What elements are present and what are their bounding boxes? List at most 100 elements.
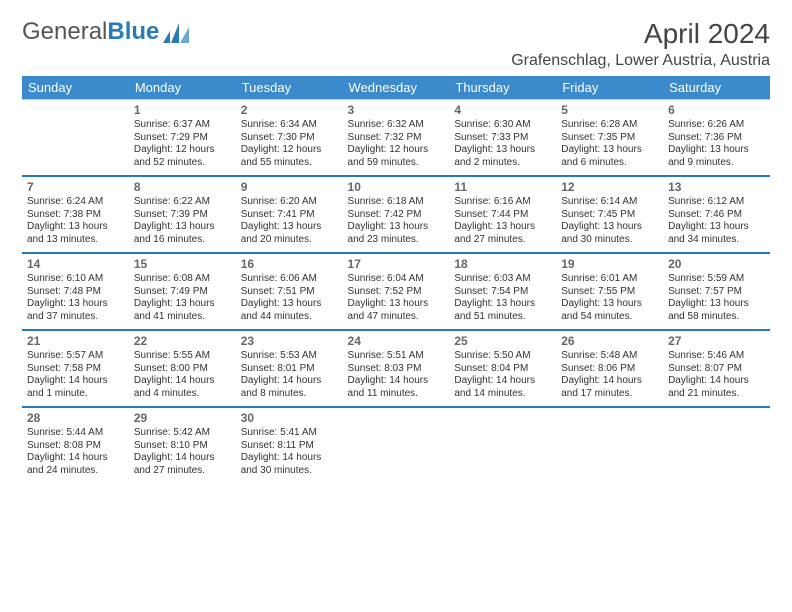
sunrise-line: Sunrise: 6:28 AM <box>561 119 658 132</box>
calendar-cell: 6Sunrise: 6:26 AMSunset: 7:36 PMDaylight… <box>663 100 770 177</box>
sunset-line: Sunset: 7:46 PM <box>668 209 765 222</box>
sunrise-line: Sunrise: 6:22 AM <box>134 196 231 209</box>
calendar-cell <box>22 100 129 177</box>
daylight-line: Daylight: 13 hours <box>134 221 231 234</box>
sunset-line: Sunset: 7:55 PM <box>561 286 658 299</box>
sunrise-line: Sunrise: 6:30 AM <box>454 119 551 132</box>
dayhead-tue: Tuesday <box>236 76 343 100</box>
sunset-line: Sunset: 8:08 PM <box>27 440 124 453</box>
sunset-line: Sunset: 7:32 PM <box>348 132 445 145</box>
sunset-line: Sunset: 7:48 PM <box>27 286 124 299</box>
day-number: 13 <box>668 180 765 195</box>
sunset-line: Sunset: 8:07 PM <box>668 363 765 376</box>
daylight-line: Daylight: 14 hours <box>27 375 124 388</box>
calendar-cell: 23Sunrise: 5:53 AMSunset: 8:01 PMDayligh… <box>236 330 343 407</box>
dayhead-thu: Thursday <box>449 76 556 100</box>
calendar-cell: 17Sunrise: 6:04 AMSunset: 7:52 PMDayligh… <box>343 253 450 330</box>
calendar-cell: 16Sunrise: 6:06 AMSunset: 7:51 PMDayligh… <box>236 253 343 330</box>
sunset-line: Sunset: 7:30 PM <box>241 132 338 145</box>
calendar-cell: 28Sunrise: 5:44 AMSunset: 8:08 PMDayligh… <box>22 407 129 483</box>
daylight-line: Daylight: 14 hours <box>27 452 124 465</box>
calendar-cell: 12Sunrise: 6:14 AMSunset: 7:45 PMDayligh… <box>556 176 663 253</box>
daylight-line: Daylight: 13 hours <box>348 221 445 234</box>
calendar-cell: 11Sunrise: 6:16 AMSunset: 7:44 PMDayligh… <box>449 176 556 253</box>
daylight-line: and 55 minutes. <box>241 157 338 170</box>
daylight-line: and 8 minutes. <box>241 388 338 401</box>
day-number: 30 <box>241 411 338 426</box>
day-number: 15 <box>134 257 231 272</box>
sunrise-line: Sunrise: 6:37 AM <box>134 119 231 132</box>
calendar-cell: 21Sunrise: 5:57 AMSunset: 7:58 PMDayligh… <box>22 330 129 407</box>
sunset-line: Sunset: 7:45 PM <box>561 209 658 222</box>
sunset-line: Sunset: 7:57 PM <box>668 286 765 299</box>
sunset-line: Sunset: 7:58 PM <box>27 363 124 376</box>
calendar-cell: 19Sunrise: 6:01 AMSunset: 7:55 PMDayligh… <box>556 253 663 330</box>
day-number: 4 <box>454 103 551 118</box>
daylight-line: and 52 minutes. <box>134 157 231 170</box>
dayhead-fri: Friday <box>556 76 663 100</box>
day-number: 19 <box>561 257 658 272</box>
daylight-line: Daylight: 14 hours <box>454 375 551 388</box>
daylight-line: Daylight: 13 hours <box>348 298 445 311</box>
sunset-line: Sunset: 8:01 PM <box>241 363 338 376</box>
day-number: 24 <box>348 334 445 349</box>
sunrise-line: Sunrise: 5:42 AM <box>134 427 231 440</box>
daylight-line: and 51 minutes. <box>454 311 551 324</box>
sunrise-line: Sunrise: 6:01 AM <box>561 273 658 286</box>
calendar-cell: 24Sunrise: 5:51 AMSunset: 8:03 PMDayligh… <box>343 330 450 407</box>
daylight-line: and 6 minutes. <box>561 157 658 170</box>
calendar-cell: 30Sunrise: 5:41 AMSunset: 8:11 PMDayligh… <box>236 407 343 483</box>
sunset-line: Sunset: 7:51 PM <box>241 286 338 299</box>
sunrise-line: Sunrise: 6:26 AM <box>668 119 765 132</box>
sunrise-line: Sunrise: 6:06 AM <box>241 273 338 286</box>
daylight-line: Daylight: 13 hours <box>561 144 658 157</box>
calendar-table: Sunday Monday Tuesday Wednesday Thursday… <box>22 76 770 483</box>
sunrise-line: Sunrise: 5:48 AM <box>561 350 658 363</box>
daylight-line: and 17 minutes. <box>561 388 658 401</box>
calendar-cell: 2Sunrise: 6:34 AMSunset: 7:30 PMDaylight… <box>236 100 343 177</box>
day-number: 16 <box>241 257 338 272</box>
day-number: 18 <box>454 257 551 272</box>
daylight-line: and 30 minutes. <box>241 465 338 478</box>
sunset-line: Sunset: 8:06 PM <box>561 363 658 376</box>
daylight-line: Daylight: 13 hours <box>454 221 551 234</box>
calendar-cell: 14Sunrise: 6:10 AMSunset: 7:48 PMDayligh… <box>22 253 129 330</box>
calendar-cell: 1Sunrise: 6:37 AMSunset: 7:29 PMDaylight… <box>129 100 236 177</box>
sunrise-line: Sunrise: 6:20 AM <box>241 196 338 209</box>
sunset-line: Sunset: 7:29 PM <box>134 132 231 145</box>
logo-general: General <box>22 18 107 45</box>
calendar-cell: 3Sunrise: 6:32 AMSunset: 7:32 PMDaylight… <box>343 100 450 177</box>
calendar-cell <box>556 407 663 483</box>
calendar-cell: 5Sunrise: 6:28 AMSunset: 7:35 PMDaylight… <box>556 100 663 177</box>
day-number: 12 <box>561 180 658 195</box>
sunrise-line: Sunrise: 6:18 AM <box>348 196 445 209</box>
daylight-line: Daylight: 14 hours <box>348 375 445 388</box>
daylight-line: Daylight: 13 hours <box>27 298 124 311</box>
daylight-line: Daylight: 12 hours <box>134 144 231 157</box>
calendar-cell <box>663 407 770 483</box>
logo-chart-icon <box>163 21 189 43</box>
daylight-line: Daylight: 13 hours <box>668 298 765 311</box>
daylight-line: and 59 minutes. <box>348 157 445 170</box>
calendar-cell: 15Sunrise: 6:08 AMSunset: 7:49 PMDayligh… <box>129 253 236 330</box>
dayhead-sun: Sunday <box>22 76 129 100</box>
daylight-line: Daylight: 14 hours <box>134 375 231 388</box>
sunset-line: Sunset: 7:44 PM <box>454 209 551 222</box>
daylight-line: Daylight: 14 hours <box>241 375 338 388</box>
sunrise-line: Sunrise: 5:55 AM <box>134 350 231 363</box>
day-number: 8 <box>134 180 231 195</box>
day-number: 20 <box>668 257 765 272</box>
location: Grafenschlag, Lower Austria, Austria <box>511 52 770 70</box>
day-number: 25 <box>454 334 551 349</box>
dayhead-sat: Saturday <box>663 76 770 100</box>
dayhead-mon: Monday <box>129 76 236 100</box>
daylight-line: Daylight: 13 hours <box>134 298 231 311</box>
daylight-line: and 14 minutes. <box>454 388 551 401</box>
day-number: 1 <box>134 103 231 118</box>
daylight-line: and 27 minutes. <box>454 234 551 247</box>
calendar-body: 1Sunrise: 6:37 AMSunset: 7:29 PMDaylight… <box>22 100 770 484</box>
sunset-line: Sunset: 8:10 PM <box>134 440 231 453</box>
sunrise-line: Sunrise: 6:04 AM <box>348 273 445 286</box>
calendar-cell: 7Sunrise: 6:24 AMSunset: 7:38 PMDaylight… <box>22 176 129 253</box>
daylight-line: and 54 minutes. <box>561 311 658 324</box>
